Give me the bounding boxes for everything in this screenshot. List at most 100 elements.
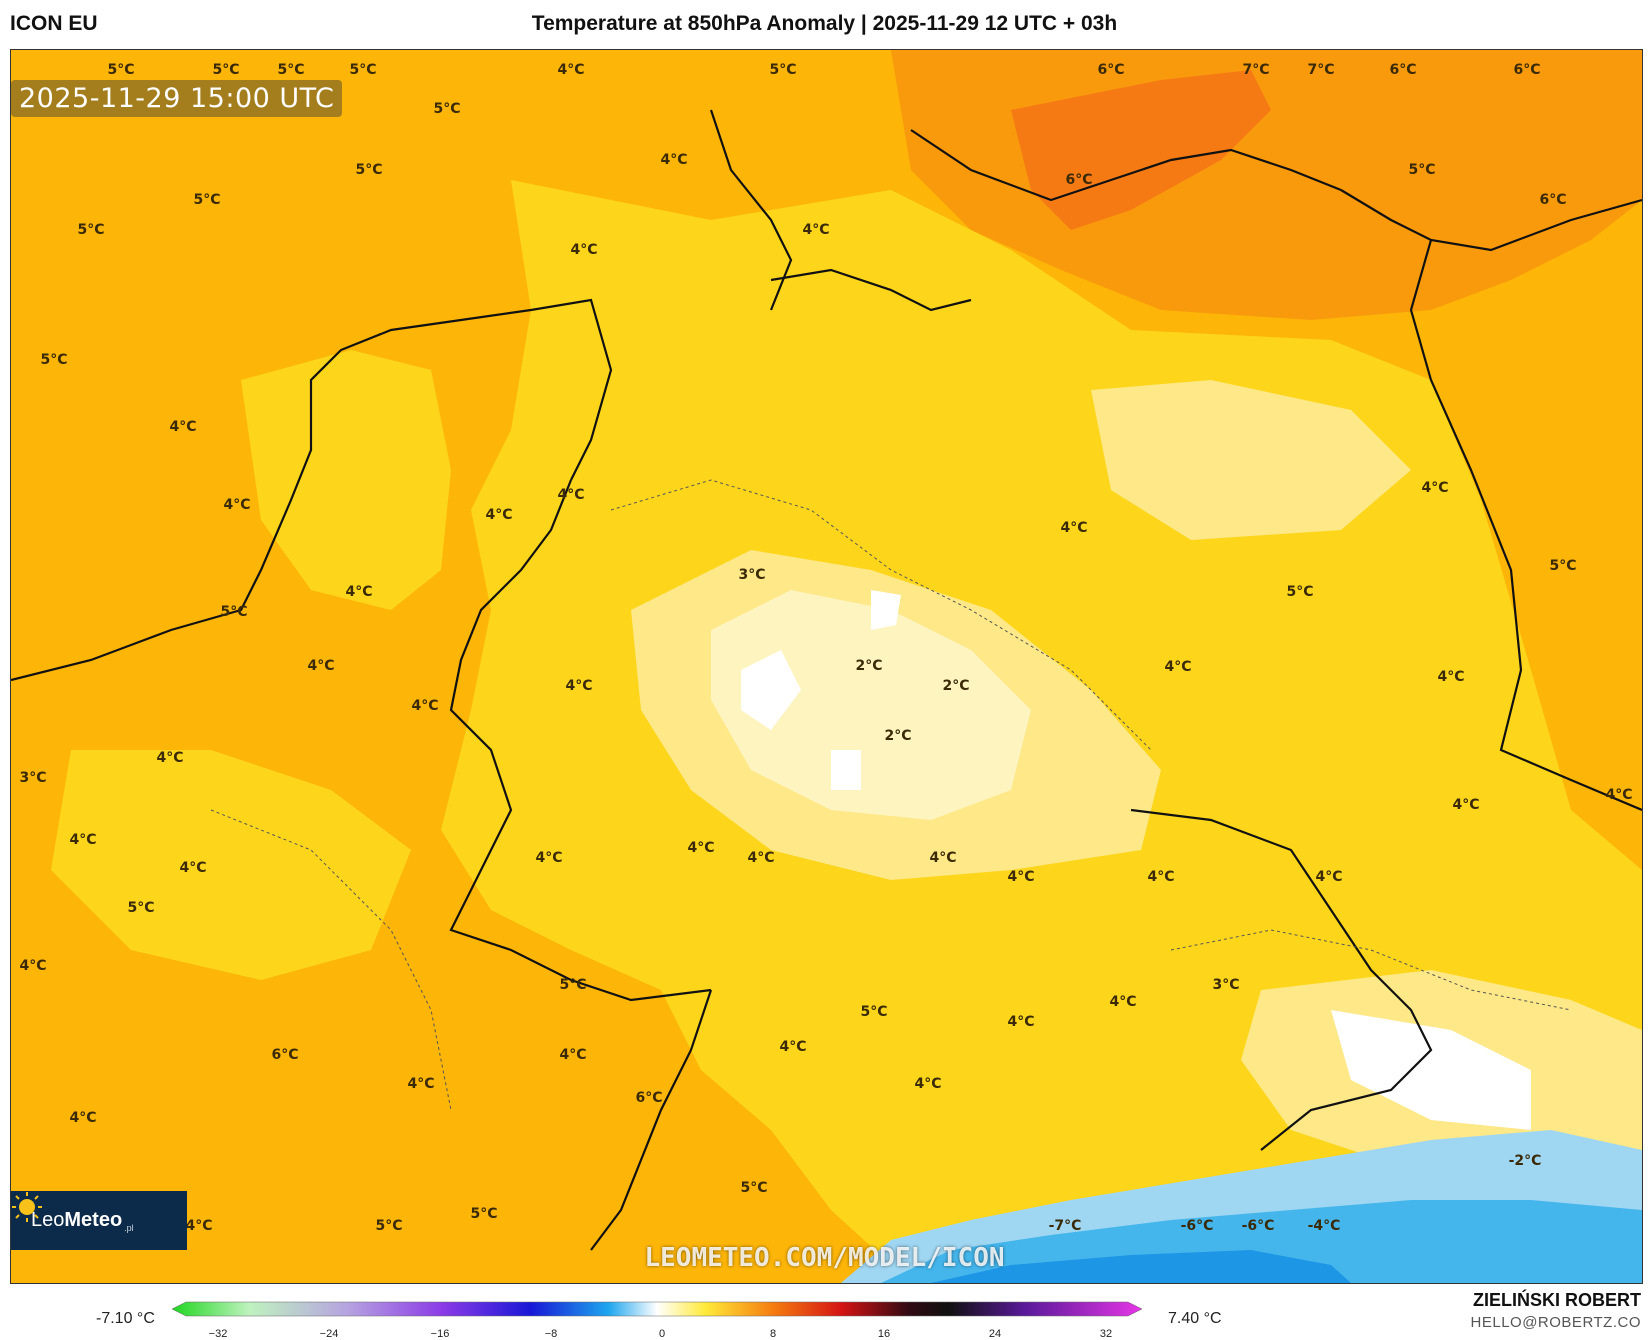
- contour-label: 5°C: [559, 977, 587, 993]
- contour-label: 5°C: [127, 900, 155, 916]
- contour-label: 4°C: [1437, 669, 1465, 685]
- colorbar-tick: 24: [988, 1328, 1002, 1340]
- contour-label: 4°C: [223, 497, 251, 513]
- contour-label: -6°C: [1180, 1218, 1214, 1234]
- contour-label: 5°C: [355, 162, 383, 178]
- white-patch-2: [871, 590, 901, 630]
- leometeo-logo: LeoMeteo .pl: [11, 1191, 187, 1250]
- white-patch-1: [741, 650, 801, 730]
- cream-region-center: [711, 590, 1031, 820]
- contour-label: 4°C: [779, 1039, 807, 1055]
- contour-label: 7°C: [1307, 62, 1335, 78]
- contour-label: 4°C: [345, 584, 373, 600]
- contour-label: 4°C: [914, 1076, 942, 1092]
- contour-label: 6°C: [635, 1090, 663, 1106]
- colorbar-tick: 32: [1099, 1328, 1113, 1340]
- contour-label: -6°C: [1241, 1218, 1275, 1234]
- contour-label: 5°C: [860, 1004, 888, 1020]
- logo-text: LeoMeteo .pl: [31, 1208, 134, 1233]
- colorbar-min-label: -7.10 °C: [96, 1310, 155, 1327]
- contour-label: 4°C: [1421, 480, 1449, 496]
- contour-label: 4°C: [1315, 869, 1343, 885]
- colorbar-gradient: [171, 1301, 1143, 1317]
- colorbar-tick: 16: [877, 1328, 891, 1340]
- contours: [210, 479, 1572, 1111]
- contour-label: 5°C: [1286, 584, 1314, 600]
- contour-label: 4°C: [557, 62, 585, 78]
- contour-label: 5°C: [1549, 558, 1577, 574]
- contour-label: 5°C: [470, 1206, 498, 1222]
- hot-region-baltic: [1011, 70, 1271, 230]
- contour-label: 5°C: [740, 1180, 768, 1196]
- contour-label: 5°C: [769, 62, 797, 78]
- contour-label: 6°C: [1065, 172, 1093, 188]
- contour-label: 4°C: [565, 678, 593, 694]
- contour-label: 6°C: [1539, 192, 1567, 208]
- contour-label: 4°C: [557, 487, 585, 503]
- colorbar: -7.10 °C 7.40 °C −32 −24 −16: [0, 1290, 1649, 1340]
- contour-label: 4°C: [929, 850, 957, 866]
- contour-label: 5°C: [77, 222, 105, 238]
- contour-label: 4°C: [169, 419, 197, 435]
- contour-label: 4°C: [411, 698, 439, 714]
- contour-label: 5°C: [220, 604, 248, 620]
- contour-label: 4°C: [1109, 994, 1137, 1010]
- contour-label: 4°C: [307, 658, 335, 674]
- contour-label: 4°C: [485, 507, 513, 523]
- contour-label: 5°C: [212, 62, 240, 78]
- contour-label: 4°C: [69, 832, 97, 848]
- contour-label: 6°C: [1513, 62, 1541, 78]
- contour-label: 3°C: [738, 567, 766, 583]
- contour-label: 7°C: [1242, 62, 1270, 78]
- contour-label: 4°C: [1007, 1014, 1035, 1030]
- light-region-west: [241, 350, 451, 610]
- contour-label: 5°C: [107, 62, 135, 78]
- colorbar-tick: 0: [658, 1328, 666, 1340]
- contour-label: 5°C: [193, 192, 221, 208]
- author-email: HELLO@ROBERTZ.CO: [1470, 1314, 1641, 1331]
- contour-label: 5°C: [1408, 162, 1436, 178]
- contour-label: 4°C: [69, 1110, 97, 1126]
- map-area: 2025-11-29 15:00 UTC 5°C 5°C 5°C 5°C 4°C…: [10, 49, 1643, 1284]
- contour-label: 6°C: [1389, 62, 1417, 78]
- contour-label: 4°C: [19, 958, 47, 974]
- contour-label: 4°C: [1007, 869, 1035, 885]
- contour-label: 2°C: [884, 728, 912, 744]
- contour-label: 4°C: [179, 860, 207, 876]
- contour-label: 5°C: [40, 352, 68, 368]
- sun-icon: [12, 1192, 42, 1222]
- contour-label: 4°C: [407, 1076, 435, 1092]
- map-canvas: [11, 50, 1642, 1283]
- contour-label: 4°C: [687, 840, 715, 856]
- coldest-region-alps: [931, 1250, 1351, 1283]
- contour-label: 5°C: [433, 101, 461, 117]
- white-patch-3: [831, 750, 861, 790]
- contour-label: 4°C: [747, 850, 775, 866]
- colorbar-tick: −16: [430, 1328, 450, 1340]
- contour-label: 5°C: [349, 62, 377, 78]
- contour-label: 4°C: [802, 222, 830, 238]
- contour-label: 3°C: [19, 770, 47, 786]
- colorbar-tick: −24: [319, 1328, 339, 1340]
- contour-label: -2°C: [1508, 1153, 1542, 1169]
- model-title: ICON EU: [10, 12, 98, 35]
- white-patch-se: [1331, 1010, 1531, 1130]
- contour-label: 4°C: [535, 850, 563, 866]
- contour-label: 4°C: [1060, 520, 1088, 536]
- contour-label: 3°C: [1212, 977, 1240, 993]
- contour-label: 4°C: [1164, 659, 1192, 675]
- timestamp-badge: 2025-11-29 15:00 UTC: [11, 80, 343, 117]
- coastlines: [11, 109, 1642, 1251]
- contour-label: -7°C: [1048, 1218, 1082, 1234]
- author-name: ZIELIŃSKI ROBERT: [1472, 1290, 1641, 1310]
- colorbar-tick: −8: [544, 1328, 558, 1340]
- contour-label: 6°C: [271, 1047, 299, 1063]
- chart-title: Temperature at 850hPa Anomaly | 2025-11-…: [531, 12, 1118, 35]
- colorbar-max-label: 7.40 °C: [1168, 1310, 1222, 1327]
- contour-label: 5°C: [277, 62, 305, 78]
- contour-label: 4°C: [185, 1218, 213, 1234]
- colorbar-tick: 8: [769, 1328, 777, 1340]
- contour-label: 4°C: [660, 152, 688, 168]
- contour-label: 4°C: [1452, 797, 1480, 813]
- contour-label: 2°C: [855, 658, 883, 674]
